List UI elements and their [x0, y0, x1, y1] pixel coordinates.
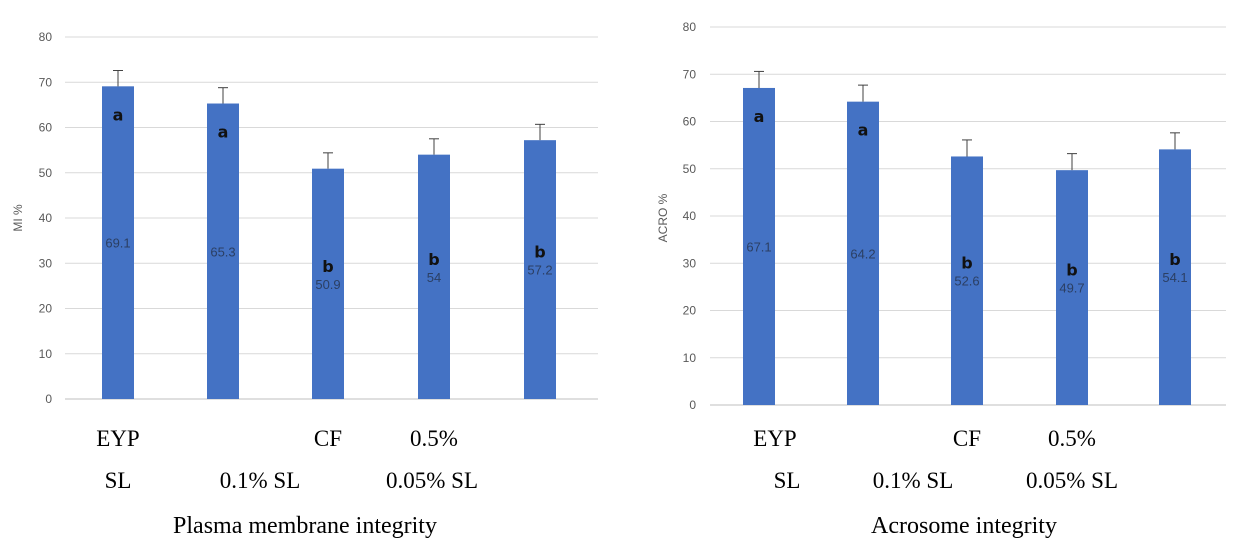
chart-caption: Acrosome integrity [871, 513, 1057, 539]
data-label: 69.1 [105, 236, 130, 251]
y-tick-label: 20 [39, 302, 53, 316]
significance-letter: b [1066, 261, 1077, 280]
y-tick-label: 60 [683, 115, 697, 129]
bar [102, 86, 134, 399]
bar [847, 101, 879, 405]
bar [1056, 170, 1088, 405]
y-tick-label: 0 [689, 398, 696, 412]
significance-letter: a [113, 105, 124, 124]
significance-letter: b [1169, 250, 1180, 269]
x-category-label: SL [105, 468, 132, 493]
y-tick-label: 20 [683, 304, 697, 318]
bar [951, 156, 983, 405]
data-label: 65.3 [210, 244, 235, 259]
data-label: 64.2 [850, 246, 875, 261]
data-label: 54.1 [1162, 270, 1187, 285]
y-tick-label: 30 [39, 256, 53, 270]
significance-letter: a [218, 123, 229, 142]
significance-letter: b [961, 254, 972, 273]
x-category-label: CF [314, 426, 342, 451]
bar [312, 168, 344, 399]
y-tick-label: 10 [39, 347, 53, 361]
data-label: 52.6 [954, 274, 979, 289]
y-tick-label: 40 [39, 211, 53, 225]
bar [743, 87, 775, 405]
bar [418, 154, 450, 399]
significance-letter: b [534, 243, 545, 262]
data-label: 67.1 [746, 239, 771, 254]
x-category-label: 0.5% [1048, 426, 1096, 451]
data-label: 49.7 [1059, 281, 1084, 296]
y-tick-label: 50 [683, 162, 697, 176]
x-category-label: 0.05% SL [386, 468, 478, 493]
x-category-label: CF [953, 426, 981, 451]
data-label: 50.9 [315, 277, 340, 292]
significance-letter: b [322, 257, 333, 276]
y-tick-label: 50 [39, 166, 53, 180]
significance-letter: a [754, 107, 765, 126]
y-axis-label: ACRO % [656, 193, 670, 242]
x-category-label: 0.1% SL [220, 468, 301, 493]
y-tick-label: 80 [39, 30, 53, 44]
x-category-label: EYP [753, 426, 796, 451]
bar [524, 140, 556, 400]
data-label: 54 [427, 270, 441, 285]
significance-letter: b [428, 250, 439, 269]
data-label: 57.2 [527, 263, 552, 278]
chart-caption: Plasma membrane integrity [173, 513, 437, 539]
y-axis-label: MI % [11, 204, 25, 232]
significance-letter: a [858, 121, 869, 140]
y-tick-label: 70 [39, 75, 53, 89]
y-tick-label: 60 [39, 121, 53, 135]
x-category-label: EYP [96, 426, 139, 451]
y-tick-label: 0 [45, 392, 52, 406]
x-category-label: 0.5% [410, 426, 458, 451]
bar [207, 103, 239, 399]
y-tick-label: 70 [683, 67, 697, 81]
y-tick-label: 80 [683, 20, 697, 34]
y-tick-label: 40 [683, 209, 697, 223]
x-category-label: 0.05% SL [1026, 468, 1118, 493]
y-tick-label: 30 [683, 256, 697, 270]
x-category-label: SL [774, 468, 801, 493]
y-tick-label: 10 [683, 351, 697, 365]
x-category-label: 0.1% SL [873, 468, 954, 493]
bar [1159, 149, 1191, 405]
